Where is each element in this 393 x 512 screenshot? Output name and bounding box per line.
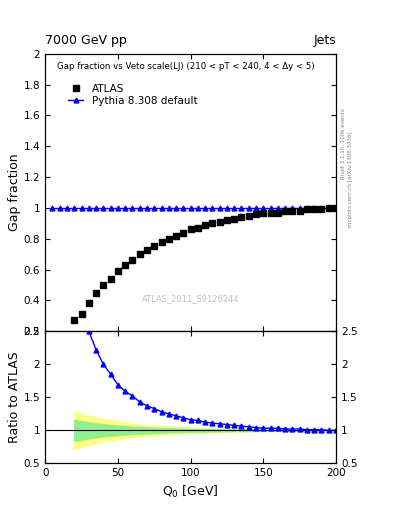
Text: Gap fraction vs Veto scale(LJ) (210 < pT < 240, 4 < Δy < 5): Gap fraction vs Veto scale(LJ) (210 < pT… [57,62,314,71]
Pythia 8.308 default [188,205,193,211]
Pythia 8.308 default [86,205,91,211]
Text: ATLAS_2011_S9126244: ATLAS_2011_S9126244 [142,294,239,304]
ATLAS [116,268,120,274]
ATLAS [290,208,295,214]
Pythia 8.308 default [130,205,135,211]
Legend: ATLAS, Pythia 8.308 default: ATLAS, Pythia 8.308 default [68,84,197,106]
ATLAS [94,290,98,296]
Text: Rivet 3.1.10, 100k events: Rivet 3.1.10, 100k events [341,108,346,179]
Pythia 8.308 default [64,205,70,211]
Pythia 8.308 default [101,205,106,211]
ATLAS [268,209,273,216]
Text: Jets: Jets [313,34,336,47]
Pythia 8.308 default [319,205,324,211]
Pythia 8.308 default [312,205,317,211]
Pythia 8.308 default [210,205,215,211]
ATLAS [305,206,309,212]
Pythia 8.308 default [138,205,142,211]
Pythia 8.308 default [326,205,331,211]
ATLAS [145,246,149,252]
ATLAS [254,211,259,217]
ATLAS [123,262,128,268]
Y-axis label: Ratio to ATLAS: Ratio to ATLAS [8,351,21,443]
ATLAS [275,209,280,216]
ATLAS [312,206,317,212]
Pythia 8.308 default [225,205,230,211]
X-axis label: Q$_0$ [GeV]: Q$_0$ [GeV] [162,484,219,500]
Pythia 8.308 default [246,205,251,211]
ATLAS [246,212,251,219]
Pythia 8.308 default [152,205,156,211]
Pythia 8.308 default [261,205,266,211]
ATLAS [225,217,230,223]
Pythia 8.308 default [72,205,77,211]
Pythia 8.308 default [203,205,208,211]
Pythia 8.308 default [167,205,171,211]
Pythia 8.308 default [283,205,288,211]
Pythia 8.308 default [50,205,55,211]
ATLAS [210,220,215,226]
Pythia 8.308 default [298,205,302,211]
Pythia 8.308 default [275,205,280,211]
Pythia 8.308 default [305,205,309,211]
ATLAS [79,311,84,317]
ATLAS [188,226,193,232]
Pythia 8.308 default [108,205,113,211]
ATLAS [174,232,178,239]
ATLAS [239,214,244,220]
Pythia 8.308 default [232,205,237,211]
ATLAS [298,208,302,214]
Text: 7000 GeV pp: 7000 GeV pp [45,34,127,47]
Pythia 8.308 default [334,205,338,211]
ATLAS [101,282,106,288]
Pythia 8.308 default [196,205,200,211]
Pythia 8.308 default [181,205,186,211]
ATLAS [334,205,338,211]
Pythia 8.308 default [239,205,244,211]
ATLAS [217,219,222,225]
ATLAS [203,222,208,228]
ATLAS [261,209,266,216]
Pythia 8.308 default [94,205,98,211]
Pythia 8.308 default [57,205,62,211]
Line: ATLAS: ATLAS [71,205,339,324]
ATLAS [130,257,135,263]
Pythia 8.308 default [254,205,259,211]
ATLAS [196,225,200,231]
ATLAS [319,206,324,212]
Pythia 8.308 default [174,205,178,211]
ATLAS [72,317,77,324]
Line: Pythia 8.308 default: Pythia 8.308 default [50,205,338,210]
ATLAS [152,243,156,249]
Pythia 8.308 default [116,205,120,211]
ATLAS [167,236,171,242]
Pythia 8.308 default [159,205,164,211]
ATLAS [232,216,237,222]
ATLAS [138,251,142,257]
Y-axis label: Gap fraction: Gap fraction [8,154,21,231]
ATLAS [86,301,91,307]
Pythia 8.308 default [79,205,84,211]
ATLAS [326,205,331,211]
Text: mcplots.cern.ch [arXiv:1306.3436]: mcplots.cern.ch [arXiv:1306.3436] [348,132,353,227]
Pythia 8.308 default [145,205,149,211]
ATLAS [181,229,186,236]
ATLAS [283,208,288,214]
Pythia 8.308 default [290,205,295,211]
ATLAS [108,276,113,282]
Pythia 8.308 default [123,205,128,211]
Pythia 8.308 default [217,205,222,211]
ATLAS [159,239,164,245]
Pythia 8.308 default [268,205,273,211]
